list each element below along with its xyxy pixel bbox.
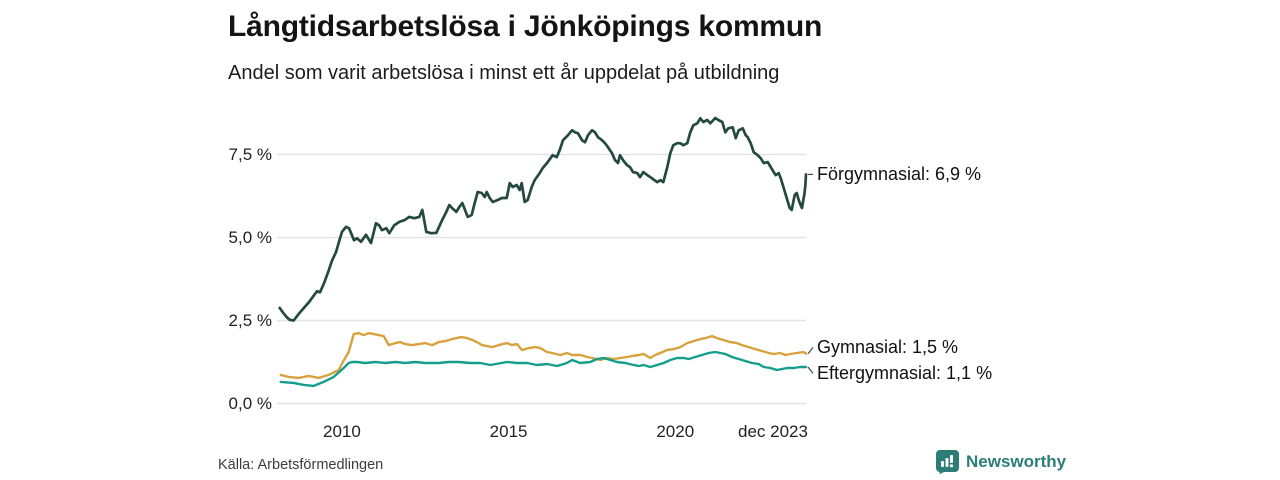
y-tick-1: 5,0 % [228, 227, 272, 247]
x-tick-1: 2015 [489, 422, 528, 441]
y-tick-2: 2,5 % [228, 310, 272, 330]
y-tick-3: 0,0 % [228, 393, 272, 413]
x-tick-2: 2020 [656, 422, 695, 441]
chart-subtitle: Andel som varit arbetslösa i minst ett å… [228, 62, 780, 84]
series-label-0: Förgymnasial: 6,9 % [817, 164, 982, 185]
newsworthy-brand-name: Newsworthy [966, 452, 1067, 471]
chart-title: Långtidsarbetslösa i Jönköpings kommun [228, 10, 823, 43]
series-label-2: Eftergymnasial: 1,1 % [817, 363, 993, 384]
bar-chart-bubble-icon [936, 450, 959, 474]
series-label-1: Gymnasial: 1,5 % [817, 337, 959, 358]
y-tick-0: 7,5 % [228, 144, 272, 164]
x-tick-0: 2010 [323, 422, 361, 441]
source-note: Källa: Arbetsförmedlingen [218, 457, 384, 473]
newsworthy-logo[interactable]: Newsworthy [936, 450, 1066, 474]
x-tick-3: dec 2023 [738, 422, 808, 441]
